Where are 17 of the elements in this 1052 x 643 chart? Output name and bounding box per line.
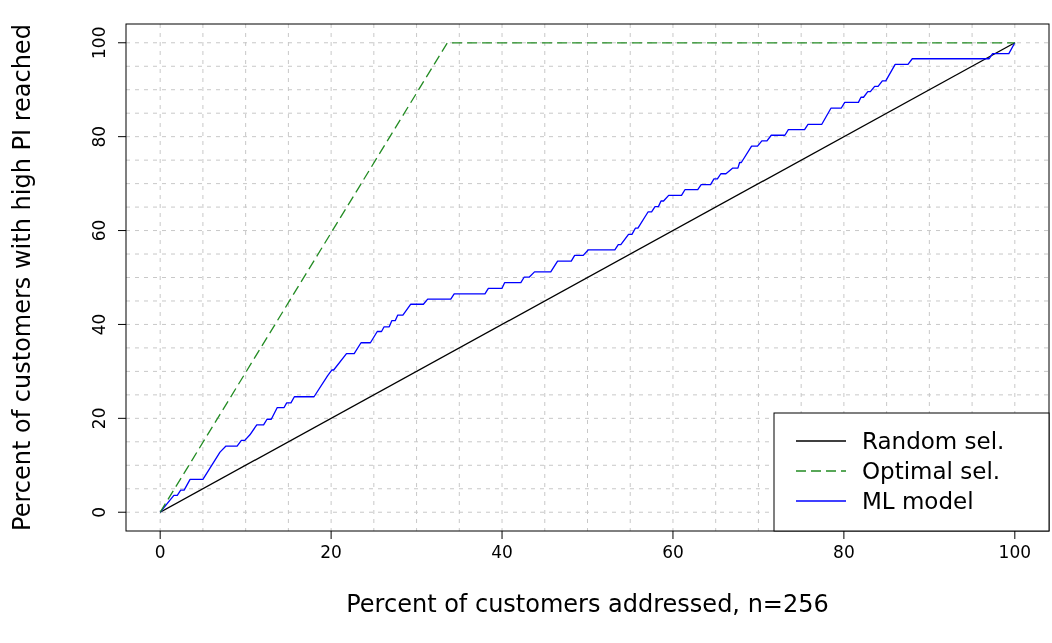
y-tick-label: 0	[88, 506, 109, 518]
x-tick-label: 60	[662, 542, 684, 562]
x-tick-label: 80	[833, 542, 855, 562]
y-axis-title: Percent of customers with high PI reached	[8, 24, 36, 531]
x-axis-title: Percent of customers addressed, n=256	[346, 590, 829, 618]
legend-label: ML model	[862, 488, 974, 515]
y-tick-label: 40	[88, 313, 109, 336]
x-tick-label: 20	[320, 542, 342, 562]
x-tick-label: 40	[491, 542, 513, 562]
x-tick-label: 0	[154, 542, 166, 562]
x-tick-label: 100	[998, 542, 1032, 562]
legend-label: Random sel.	[862, 428, 1005, 455]
y-tick-label: 80	[88, 125, 109, 148]
y-tick-label: 60	[88, 219, 109, 242]
legend-label: Optimal sel.	[862, 458, 1001, 485]
y-tick-label: 20	[88, 407, 109, 430]
y-tick-label: 100	[88, 26, 109, 59]
